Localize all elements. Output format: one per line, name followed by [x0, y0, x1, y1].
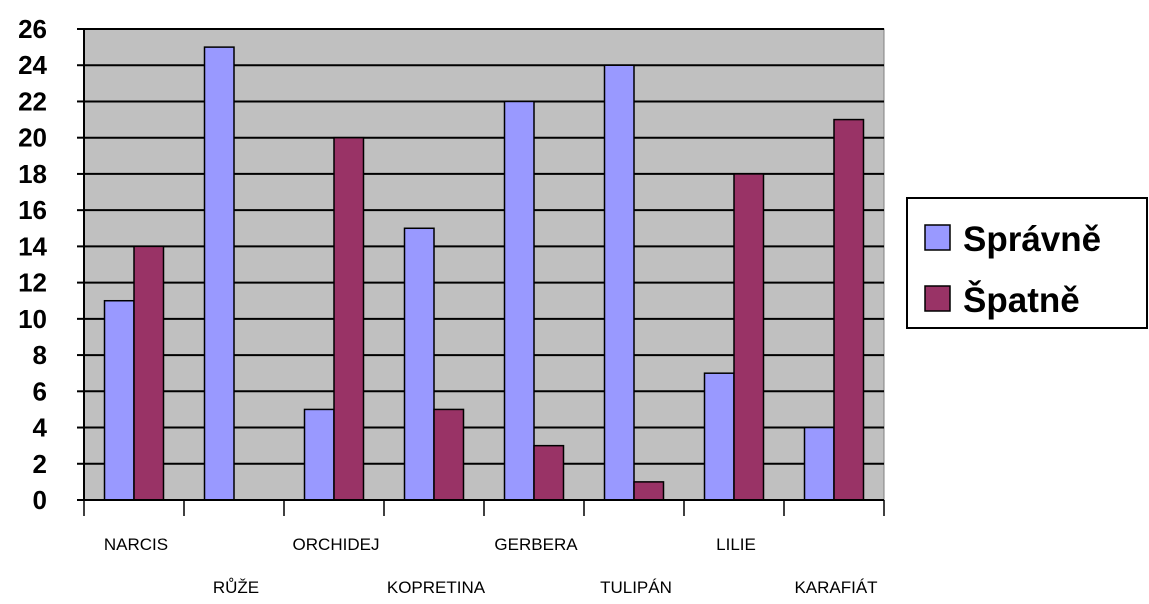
bar-spravne [603, 64, 635, 501]
bar-spatne [733, 173, 765, 501]
bar-spravne [203, 46, 235, 501]
y-tick-label: 14 [18, 231, 47, 261]
bar-spatne [433, 408, 465, 501]
y-tick-label: 26 [18, 14, 47, 44]
x-tick-label: RŮŽE [213, 578, 259, 597]
y-tick-label: 10 [18, 304, 47, 334]
legend-label: Špatně [963, 280, 1080, 320]
y-tick-label: 0 [33, 485, 47, 515]
y-tick-label: 20 [18, 123, 47, 153]
legend-swatch [924, 224, 951, 251]
x-tick-label: KOPRETINA [387, 578, 486, 597]
y-tick-label: 2 [33, 449, 47, 479]
bar-spatne [533, 444, 565, 501]
x-tick-label: KARAFIÁT [794, 578, 877, 597]
bar-spatne [633, 481, 665, 501]
y-tick-label: 18 [18, 159, 47, 189]
bar-spravne [703, 372, 735, 501]
bar-spatne [833, 118, 865, 501]
x-tick-label: NARCIS [104, 535, 168, 554]
x-tick-label: LILIE [716, 535, 756, 554]
y-tick-label: 6 [33, 376, 47, 406]
legend-swatch [924, 285, 951, 312]
bar-spravne [403, 227, 435, 501]
bar-spatne [133, 245, 165, 501]
bar-spravne [103, 299, 135, 501]
y-tick-label: 4 [33, 413, 48, 443]
legend-label: Správně [963, 220, 1101, 259]
bar-spravne [303, 408, 335, 501]
y-tick-label: 12 [18, 268, 47, 298]
bar-spravne [803, 426, 835, 501]
x-tick-label: GERBERA [494, 535, 578, 554]
y-tick-label: 22 [18, 86, 47, 116]
bar-spatne [333, 136, 365, 501]
y-tick-label: 8 [33, 340, 47, 370]
y-tick-label: 24 [18, 50, 47, 80]
x-tick-label: ORCHIDEJ [293, 535, 380, 554]
bar-spravne [503, 100, 535, 501]
x-tick-label: TULIPÁN [600, 578, 672, 597]
y-tick-label: 16 [18, 195, 47, 225]
